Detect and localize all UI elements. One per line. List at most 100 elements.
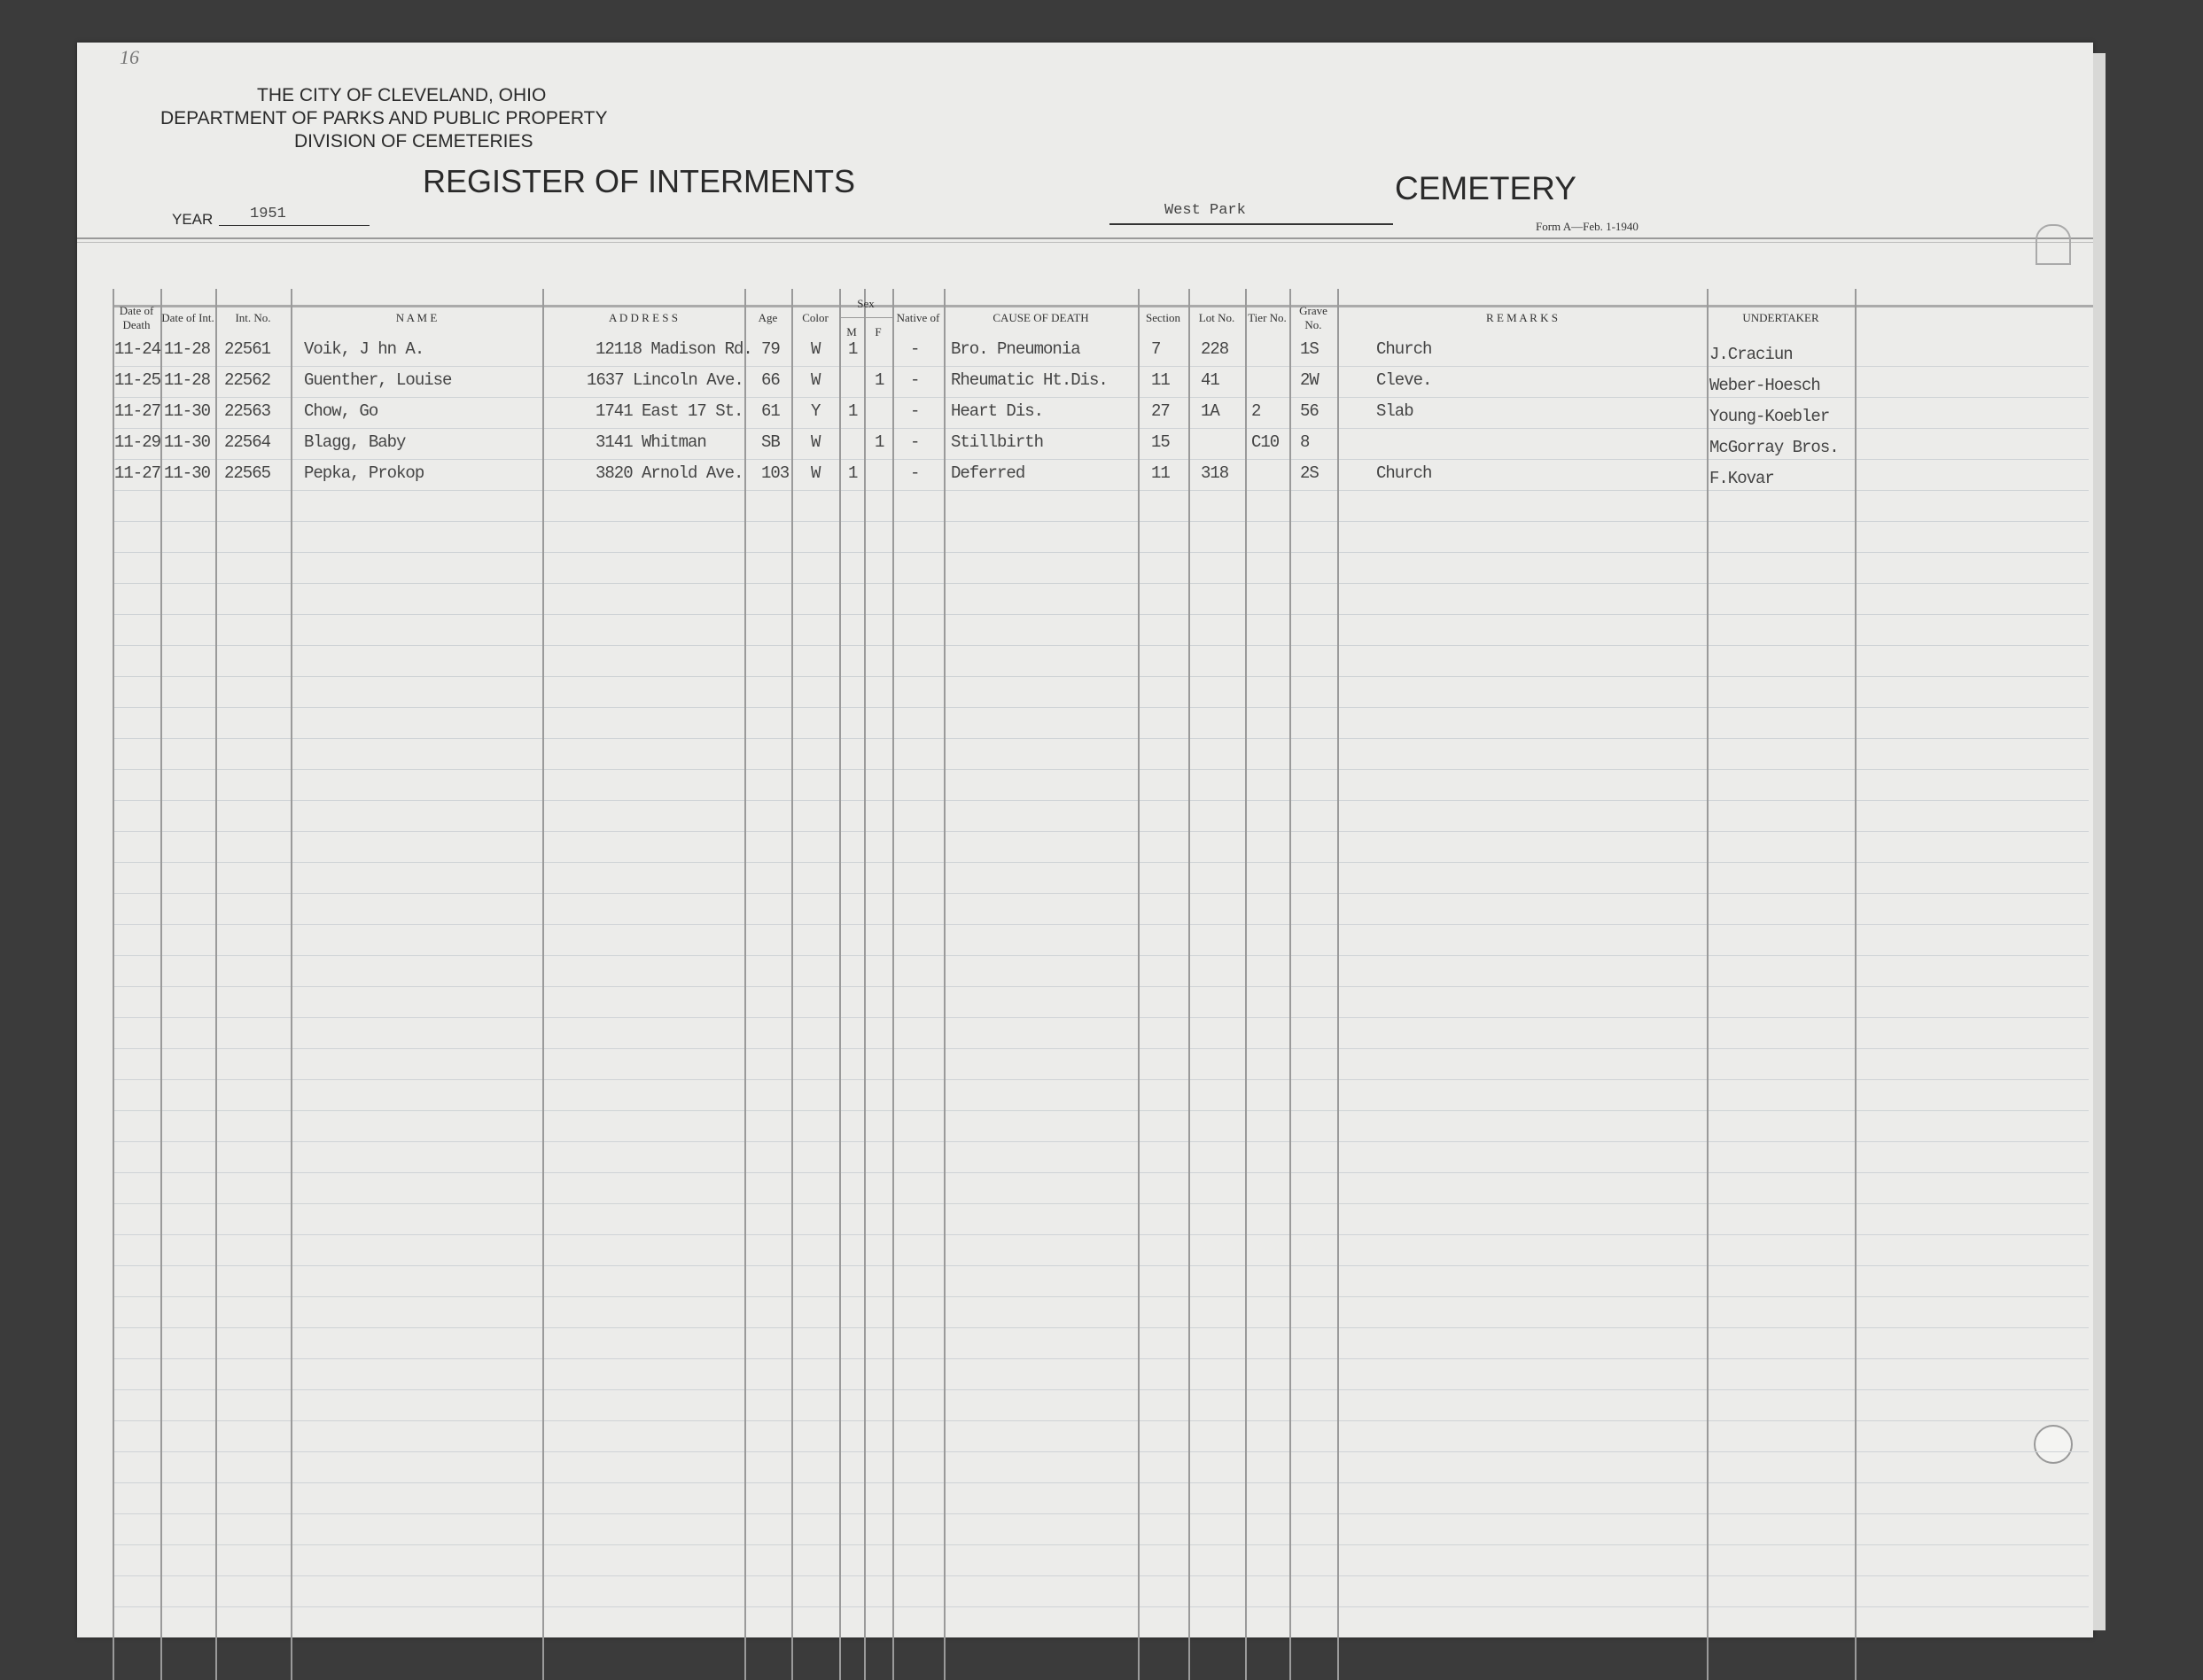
ruled-line	[113, 893, 2089, 894]
cell-undertaker: F.Kovar	[1709, 469, 1775, 488]
column-line	[839, 289, 841, 1680]
cell-lot: 1A	[1201, 401, 1220, 421]
ruled-line	[113, 1513, 2089, 1514]
column-line	[1245, 289, 1247, 1680]
cell-date-int: 11-28	[164, 370, 211, 390]
ruled-line	[113, 552, 2089, 553]
cell-remarks: Church	[1376, 463, 1432, 483]
col-name: N A M E	[395, 311, 438, 324]
ruled-line	[113, 1017, 2089, 1018]
col-native: Native of	[896, 311, 940, 324]
column-line	[1188, 289, 1190, 1680]
cell-date-int: 11-30	[164, 401, 211, 421]
cell-address: 1637 Lincoln Ave.	[587, 370, 744, 390]
cell-m: 1	[848, 339, 858, 359]
ruled-line	[113, 1234, 2089, 1235]
ruled-line	[113, 769, 2089, 770]
col-sex-f: F	[875, 325, 882, 338]
col-color: Color	[802, 311, 829, 324]
cell-color: W	[811, 339, 821, 359]
cell-int-no: 22561	[224, 339, 271, 359]
tab-marker-icon	[2036, 224, 2071, 265]
table-header-rule	[113, 305, 2093, 307]
cell-date-int: 11-30	[164, 432, 211, 452]
cell-age: 61	[761, 401, 781, 421]
cell-cause: Stillbirth	[951, 432, 1044, 452]
col-sex: Sex	[857, 297, 875, 310]
ruled-line	[113, 583, 2089, 584]
cell-remarks: Cleve.	[1376, 370, 1432, 390]
ruled-line	[113, 490, 2089, 491]
ruled-line	[113, 1389, 2089, 1390]
cell-color: W	[811, 370, 821, 390]
cell-int-no: 22565	[224, 463, 271, 483]
cemetery-name: West Park	[1164, 202, 1246, 219]
cell-undertaker: Young-Koebler	[1709, 407, 1830, 426]
register-page: 16 THE CITY OF CLEVELAND, OHIO DEPARTMEN…	[77, 43, 2093, 1680]
cell-date-death: 11-25	[114, 370, 161, 390]
year-line: 1951	[219, 206, 370, 226]
ruled-line	[113, 707, 2089, 708]
cell-age: SB	[761, 432, 781, 452]
cell-m: 1	[848, 463, 858, 483]
cell-undertaker: J.Craciun	[1709, 345, 1794, 364]
cell-native: -	[910, 432, 920, 452]
col-lot: Lot No.	[1198, 311, 1235, 324]
cell-lot: 228	[1201, 339, 1229, 359]
cell-date-int: 11-30	[164, 463, 211, 483]
ruled-line	[113, 1110, 2089, 1111]
ruled-line	[113, 614, 2089, 615]
cell-cause: Deferred	[951, 463, 1025, 483]
ruled-line	[113, 831, 2089, 832]
ruled-line	[113, 1327, 2089, 1328]
col-address: A D D R E S S	[608, 311, 679, 324]
column-line	[864, 289, 866, 1680]
cell-date-death: 11-29	[114, 432, 161, 452]
ruled-line	[113, 1482, 2089, 1483]
col-cause: CAUSE OF DEATH	[993, 311, 1089, 324]
col-section: Section	[1146, 311, 1180, 324]
cell-int-no: 22564	[224, 432, 271, 452]
ruled-line	[113, 1172, 2089, 1173]
cell-name: Voik, J hn A.	[304, 339, 424, 359]
cell-f: 1	[875, 432, 884, 452]
column-line	[215, 289, 217, 1680]
ruled-line	[113, 738, 2089, 739]
col-date-death: Date of Death	[119, 304, 154, 331]
col-remarks: R E M A R K S	[1486, 311, 1558, 324]
header-rule	[77, 237, 2093, 243]
cell-undertaker: Weber-Hoesch	[1709, 376, 1821, 395]
ruled-line	[113, 1048, 2089, 1049]
cell-grave: 56	[1300, 401, 1319, 421]
ruled-line	[113, 1203, 2089, 1204]
col-sex-m: M	[846, 325, 857, 338]
page-title: REGISTER OF INTERMENTS	[423, 163, 856, 199]
ruled-line	[113, 1079, 2089, 1080]
cell-int-no: 22562	[224, 370, 271, 390]
ruled-line	[113, 397, 2089, 398]
cell-cause: Heart Dis.	[951, 401, 1044, 421]
cell-age: 66	[761, 370, 781, 390]
col-age: Age	[758, 311, 778, 324]
col-date-int: Date of Int.	[161, 311, 214, 324]
cell-grave: 2S	[1300, 463, 1319, 483]
page-edge	[2093, 53, 2106, 1630]
ruled-line	[113, 924, 2089, 925]
page-number: 16	[120, 46, 139, 68]
cell-m: 1	[848, 401, 858, 421]
cell-address: 1741 East 17 St.	[596, 401, 743, 421]
ruled-line	[113, 459, 2089, 460]
column-line	[1289, 289, 1291, 1680]
column-line	[113, 289, 114, 1680]
ruled-line	[113, 986, 2089, 987]
cell-name: Pepka, Prokop	[304, 463, 424, 483]
col-undertaker: UNDERTAKER	[1742, 311, 1819, 324]
cell-section: 7	[1151, 339, 1161, 359]
ruled-line	[113, 1296, 2089, 1297]
column-line	[744, 289, 746, 1680]
ruled-line	[113, 862, 2089, 863]
column-line	[1337, 289, 1339, 1680]
cell-native: -	[910, 463, 920, 483]
cell-section: 11	[1151, 370, 1171, 390]
cell-address: 3820 Arnold Ave.	[596, 463, 743, 483]
